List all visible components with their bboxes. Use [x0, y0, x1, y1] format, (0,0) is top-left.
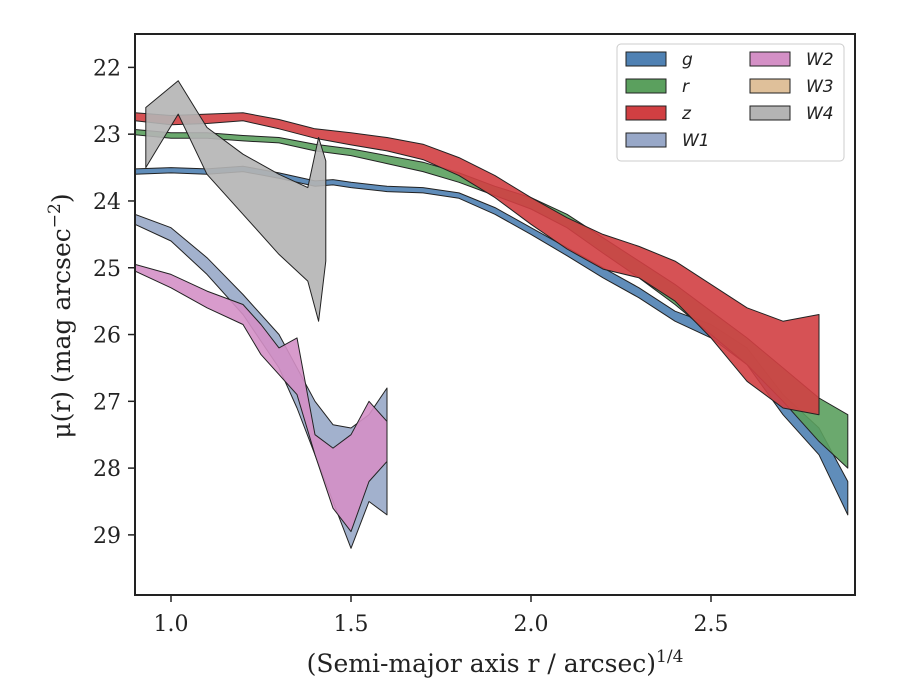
data-bands [135, 80, 849, 549]
y-tick-label: 22 [93, 56, 121, 81]
band-r [135, 129, 849, 469]
y-axis-label: μ(r) (mag arcsec−2) [45, 193, 76, 438]
y-tick-label: 23 [93, 123, 121, 148]
band-w2 [135, 263, 388, 533]
y-tick-label: 27 [93, 390, 121, 415]
plot-frame [134, 33, 856, 596]
legend-swatch-r [625, 78, 667, 94]
band-z [135, 112, 820, 416]
legend-label-w1: W1 [682, 131, 710, 151]
y-tick-label: 25 [93, 257, 121, 282]
legend-swatch-g [625, 51, 667, 67]
legend-box [616, 43, 845, 162]
y-tick-label: 29 [93, 524, 121, 549]
legend-swatch-w2 [749, 51, 791, 67]
x-tick-label: 2.0 [514, 612, 549, 637]
y-axis-label-text: μ(r) (mag arcsec [47, 228, 76, 438]
legend-label-w3: W3 [806, 77, 834, 97]
legend-swatch-z [625, 105, 667, 121]
legend-swatch-w4 [749, 105, 791, 121]
y-tick-label: 28 [93, 457, 121, 482]
legend-label-r: r [682, 77, 690, 97]
band-w4 [145, 80, 327, 322]
legend-label-g: g [682, 50, 693, 70]
legend: grz W1 W2 W3 W4 [616, 43, 845, 162]
x-tick-label: 2.5 [694, 612, 729, 637]
legend-swatch-w3 [749, 78, 791, 94]
x-axis-label-text: (Semi-major axis r / arcsec) [307, 649, 656, 678]
y-axis-label-exponent: −2 [45, 203, 65, 228]
legend-label-w4: W4 [806, 104, 834, 124]
band-g [135, 165, 849, 516]
x-axis-label-exponent: 1/4 [656, 647, 683, 667]
x-tick-label: 1.0 [154, 612, 189, 637]
y-tick-label: 26 [93, 324, 121, 349]
legend-swatch-w1 [625, 132, 667, 148]
x-axis: 1.0 1.5 2.0 2.5 [154, 595, 729, 637]
y-axis: 22 23 24 25 26 27 28 29 [93, 56, 135, 549]
x-tick-label: 1.5 [334, 612, 369, 637]
x-axis-label: (Semi-major axis r / arcsec)1/4 [307, 647, 684, 678]
legend-label-w2: W2 [806, 50, 834, 70]
y-axis-label-close: ) [47, 193, 76, 203]
legend-label-z: z [681, 104, 692, 124]
y-tick-label: 24 [93, 190, 121, 215]
